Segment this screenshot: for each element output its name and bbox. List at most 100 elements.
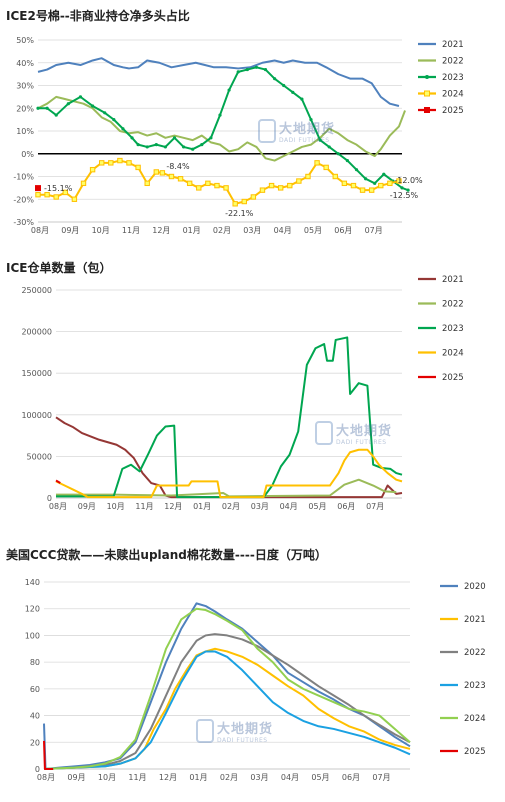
data-point-2024 bbox=[350, 182, 357, 189]
legend-marker-2023 bbox=[425, 75, 429, 79]
data-point-2024 bbox=[359, 187, 366, 193]
x-tick-label: 04月 bbox=[274, 226, 292, 235]
data-point-2023 bbox=[400, 186, 404, 190]
legend-label-2022: 2022 bbox=[442, 300, 464, 310]
data-point-2024 bbox=[135, 164, 141, 171]
data-point-2023 bbox=[227, 88, 231, 92]
x-tick-label: 10月 bbox=[107, 502, 125, 511]
data-point-2024 bbox=[341, 180, 348, 187]
x-tick-label: 09月 bbox=[78, 502, 96, 511]
x-tick-label: 09月 bbox=[61, 226, 79, 235]
data-point-2024 bbox=[305, 173, 311, 180]
legend-marker-2025 bbox=[424, 107, 430, 113]
watermark-en: DADI FUTURES bbox=[336, 439, 387, 446]
data-point-2024 bbox=[378, 182, 384, 189]
series-line-2025 bbox=[55, 479, 61, 484]
data-label: -22.1% bbox=[225, 209, 254, 218]
data-point-2024 bbox=[296, 178, 302, 184]
x-tick-label: 12月 bbox=[164, 502, 182, 511]
data-point-2023 bbox=[382, 172, 386, 176]
x-tick-label: 04月 bbox=[280, 502, 298, 511]
data-point-2024 bbox=[332, 173, 338, 180]
data-point-2024 bbox=[62, 189, 68, 196]
data-point-2023 bbox=[191, 147, 195, 151]
series-line-2021 bbox=[55, 416, 403, 499]
data-point-2024 bbox=[126, 160, 132, 166]
data-point-2023 bbox=[406, 188, 410, 192]
data-point-2024 bbox=[80, 180, 87, 187]
data-label: -12.5% bbox=[390, 191, 419, 200]
series-line-2022 bbox=[43, 633, 411, 770]
data-point-2024 bbox=[214, 182, 220, 189]
legend-label-2025: 2025 bbox=[442, 106, 464, 116]
data-point-2023 bbox=[254, 65, 258, 69]
data-point-2023 bbox=[145, 145, 149, 149]
data-point-2024 bbox=[314, 160, 320, 166]
data-point-2023 bbox=[373, 181, 377, 185]
legend-label-2025: 2025 bbox=[464, 747, 486, 757]
legend-label-2024: 2024 bbox=[442, 349, 464, 359]
legend-label-2023: 2023 bbox=[442, 324, 464, 334]
data-point-2023 bbox=[345, 158, 349, 163]
y-tick-label: 40% bbox=[16, 59, 34, 68]
y-tick-label: 250000 bbox=[21, 286, 52, 295]
y-tick-label: -30% bbox=[13, 218, 34, 227]
data-point-2024 bbox=[232, 201, 238, 207]
y-tick-label: 10% bbox=[16, 127, 34, 136]
data-point-2023 bbox=[130, 136, 134, 140]
legend-label-2024: 2024 bbox=[464, 714, 486, 724]
data-point-2024 bbox=[259, 187, 266, 193]
data-point-2023 bbox=[182, 145, 186, 149]
legend-label-2025: 2025 bbox=[442, 373, 464, 383]
x-tick-label: 08月 bbox=[37, 773, 55, 782]
watermark-logo: 大地期货 DADI FUTURES bbox=[315, 420, 392, 446]
data-point-2024 bbox=[387, 180, 393, 187]
data-point-2023 bbox=[36, 106, 40, 110]
data-point-2023 bbox=[336, 152, 340, 156]
data-point-2023 bbox=[172, 136, 177, 140]
data-point-2023 bbox=[103, 111, 107, 115]
series-line-2023 bbox=[56, 336, 403, 499]
data-point-2023 bbox=[309, 118, 313, 122]
data-point-2024 bbox=[144, 180, 150, 187]
x-tick-label: 02月 bbox=[213, 226, 231, 235]
data-point-2023 bbox=[318, 138, 322, 142]
data-point-2023 bbox=[273, 77, 277, 81]
data-point-2024 bbox=[368, 187, 375, 193]
chart-net-long-ratio-plot: -30% -20% -10% 0% 10% 20% 30% 40% 50% 08月 09月 10月 11… bbox=[13, 36, 464, 235]
x-tick-label: 11月 bbox=[128, 773, 146, 782]
y-tick-label: 50% bbox=[16, 36, 34, 45]
data-point-2024 bbox=[223, 185, 229, 191]
watermark-cn: 大地期货 bbox=[336, 424, 393, 439]
data-point-2023 bbox=[209, 136, 213, 140]
y-tick-label: -10% bbox=[13, 173, 34, 182]
series-line-2024 bbox=[55, 448, 403, 499]
chart-ccc-loan-upland: 美国CCC贷款——未赎出upland棉花数量----日度（万吨） 0 20 40 60… bbox=[0, 540, 505, 802]
chart-ccc-loan-upland-plot: 0 20 40 60 80 100 120 140 08月 09月 10月 11月 12月 01月 02月 0… bbox=[25, 578, 486, 782]
x-tick-label: 03月 bbox=[250, 773, 268, 782]
chart-title: ICE仓单数量（包） bbox=[6, 261, 112, 275]
y-tick-label: 0% bbox=[21, 150, 34, 159]
series-line-2021 bbox=[37, 57, 400, 107]
chart-ice-certified-stock: ICE仓单数量（包） 0 50000 100000 150000 200000 25000… bbox=[0, 255, 505, 525]
data-label: -12.0% bbox=[394, 176, 423, 185]
data-point-2024 bbox=[287, 182, 293, 189]
y-tick-label: 100000 bbox=[21, 411, 52, 420]
legend-label-2020: 2020 bbox=[464, 582, 486, 592]
watermark-logo: 大地期货 DADI FUTURES bbox=[258, 118, 335, 144]
watermark-en: DADI FUTURES bbox=[279, 137, 330, 144]
legend-label-2021: 2021 bbox=[442, 275, 464, 285]
data-point-2024 bbox=[35, 192, 41, 198]
data-point-2024 bbox=[99, 160, 105, 166]
x-tick-label: 07月 bbox=[365, 226, 383, 235]
x-tick-label: 12月 bbox=[159, 773, 177, 782]
data-label: -8.4% bbox=[166, 162, 190, 171]
data-point-2024 bbox=[396, 178, 402, 184]
data-point-2024 bbox=[250, 194, 257, 200]
x-tick-label: 10月 bbox=[98, 773, 116, 782]
legend-marker-2024 bbox=[424, 90, 430, 97]
chart-title: ICE2号棉--非商业持仓净多头占比 bbox=[6, 9, 190, 23]
legend-label-2023: 2023 bbox=[464, 681, 486, 691]
data-point-2023 bbox=[154, 143, 158, 147]
y-tick-label: 140 bbox=[25, 578, 40, 587]
